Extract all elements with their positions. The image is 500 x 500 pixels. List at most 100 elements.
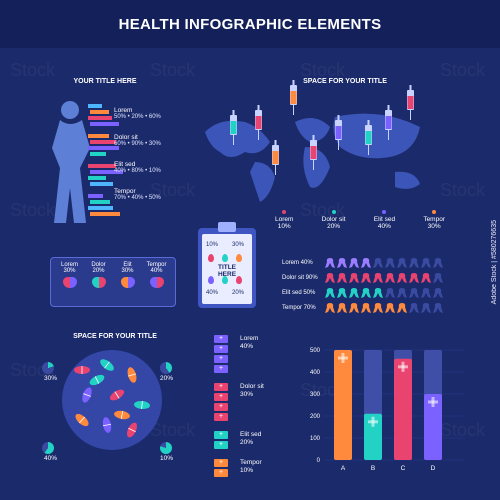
syringe	[272, 140, 279, 175]
medkit-list: + + + + Lorem 40% + + + + Dolor sit 30% + + Elit sed 20…	[214, 335, 294, 487]
bar	[364, 413, 382, 460]
map-section-title: SPACE FOR YOUR TITLE	[303, 78, 387, 85]
body-item: Tempor 70% • 40% • 50%	[114, 188, 194, 201]
body-bar	[88, 134, 109, 138]
medkit-box: +	[214, 413, 228, 421]
bar-cross	[398, 365, 408, 369]
watermark-mark: Stock	[150, 420, 196, 440]
ribbon-icon	[385, 302, 395, 313]
ribbon-icon	[349, 287, 359, 298]
medkit-stack: + +	[214, 431, 230, 451]
map-legend-item: Tempor 30%	[423, 210, 445, 230]
ribbon-row-label: Lorem 40%	[282, 259, 313, 266]
medkit-row: + + + + Lorem 40%	[214, 335, 294, 375]
y-tick-label: 400	[310, 370, 321, 376]
ribbon-icon	[397, 302, 407, 313]
ribbon-icon	[397, 257, 407, 268]
page-title: HEALTH INFOGRAPHIC ELEMENTS	[118, 15, 382, 33]
pie-icon	[42, 362, 54, 374]
body-item: Elit sed 40% • 80% • 10%	[114, 161, 194, 174]
syringe	[407, 85, 414, 120]
ribbon-icon	[337, 302, 347, 313]
ribbon-row: Elit sed 50%	[282, 285, 482, 300]
ribbon-icon	[397, 272, 407, 283]
medkit-label: Elit sed	[240, 431, 262, 438]
map-legend-item: Dolor sit 20%	[322, 210, 346, 230]
bar	[394, 358, 412, 460]
ribbon-icon	[325, 272, 335, 283]
ribbon-icon	[325, 287, 335, 298]
body-bar	[90, 152, 106, 156]
body-item-label: Dolor sit	[114, 134, 138, 141]
body-bar	[88, 206, 113, 210]
heart-label: Dolor	[91, 262, 106, 268]
pill	[102, 417, 112, 433]
map-legend-label: Lorem	[275, 216, 294, 223]
heart-icon	[91, 277, 106, 288]
hearts-panel: Lorem 30% Dolor 20% Elit 30% Tempor 40%	[50, 257, 176, 307]
ribbon-icon	[373, 302, 383, 313]
body-bar	[88, 116, 112, 120]
medkit-box: +	[214, 355, 228, 363]
pie-label: 10%	[160, 455, 174, 462]
body-bar	[88, 176, 106, 180]
ribbon-icon	[337, 287, 347, 298]
y-tick-label: 300	[310, 392, 321, 398]
heart-value: 40%	[150, 268, 163, 274]
ribbon-icon	[433, 287, 443, 298]
ribbon-icon	[337, 272, 347, 283]
watermark-mark: Stock	[440, 180, 486, 200]
ribbon-icon	[409, 257, 419, 268]
ribbon-icon	[325, 257, 335, 268]
pill	[114, 410, 130, 420]
watermark-mark: Stock	[300, 380, 346, 400]
pill	[127, 367, 137, 383]
map-legend-label: Tempor	[423, 216, 445, 223]
pill	[109, 389, 125, 401]
medkit-box: +	[214, 345, 228, 353]
body-item-values: 70% • 40% • 50%	[114, 195, 161, 201]
medkit-row: + + Tempor 10%	[214, 459, 294, 479]
ribbon-row-label: Elit sed 50%	[282, 289, 316, 296]
medkit-box: +	[214, 441, 228, 449]
body-bar	[90, 182, 113, 186]
legend-dot	[331, 210, 336, 214]
ribbon-icon	[433, 302, 443, 313]
x-tick-label: C	[401, 465, 406, 472]
body-item-values: 40% • 80% • 10%	[114, 168, 161, 174]
syringes-layer	[230, 80, 414, 175]
pie-icon	[160, 442, 172, 454]
ribbon-icon	[433, 272, 443, 283]
medkit-box: +	[214, 365, 228, 373]
drop-icon	[208, 254, 214, 262]
body-section-title: YOUR TITLE HERE	[73, 78, 137, 85]
watermark-mark: Stock	[150, 180, 196, 200]
medkit-box: +	[214, 393, 228, 401]
body-items-list: Lorem 50% • 20% • 60% Dolor sit 60% • 90% •…	[114, 107, 194, 215]
pill	[74, 366, 90, 374]
ribbon-icon	[361, 257, 371, 268]
body-item-values: 60% • 90% • 30%	[114, 141, 161, 147]
drop-icon	[222, 276, 228, 284]
ribbon-icon	[409, 272, 419, 283]
y-tick-label: 0	[317, 458, 321, 464]
medkit-value: 40%	[240, 343, 254, 350]
body-bar	[88, 164, 116, 168]
drop-icon	[208, 276, 214, 284]
heart-label: Elit	[123, 262, 132, 268]
medkit-box: +	[214, 335, 228, 343]
body-bar	[90, 122, 119, 126]
watermark-mark: Stock	[10, 60, 56, 80]
medkit-text: Lorem 40%	[240, 335, 258, 351]
heart-icon	[120, 277, 135, 288]
watermark-text: Adobe Stock | #580276635	[491, 220, 498, 305]
ribbon-icon	[385, 257, 395, 268]
map-legend-item: Elit sed 40%	[374, 210, 395, 230]
pill	[89, 374, 105, 386]
syringe	[230, 110, 237, 145]
ribbon-row: Tempor 70%	[282, 300, 482, 315]
heart-item: Elit 30%	[115, 262, 140, 302]
body-silhouette	[52, 101, 90, 223]
legend-dot	[432, 210, 437, 214]
medkit-text: Dolor sit 30%	[240, 383, 264, 399]
